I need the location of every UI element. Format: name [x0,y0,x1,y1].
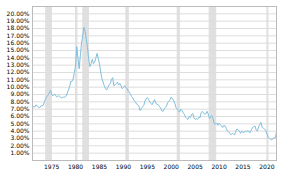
svg-text:2.00%: 2.00% [10,142,29,149]
svg-text:2000: 2000 [164,163,179,170]
svg-text:10.00%: 10.00% [7,83,30,90]
svg-text:1.00%: 1.00% [10,149,29,156]
svg-text:20.00%: 20.00% [7,10,30,17]
svg-text:1985: 1985 [92,163,107,170]
svg-text:6.00%: 6.00% [10,112,29,119]
svg-text:19.00%: 19.00% [7,17,30,24]
svg-text:17.00%: 17.00% [7,32,30,39]
svg-text:2015: 2015 [235,163,250,170]
svg-text:8.00%: 8.00% [10,98,29,105]
svg-text:13.00%: 13.00% [7,61,30,68]
svg-text:15.00%: 15.00% [7,46,30,53]
svg-text:2005: 2005 [188,163,203,170]
svg-text:2010: 2010 [211,163,226,170]
svg-text:1990: 1990 [116,163,131,170]
svg-text:1980: 1980 [68,163,83,170]
svg-text:9.00%: 9.00% [10,90,29,97]
svg-text:2020: 2020 [259,163,274,170]
svg-text:5.00%: 5.00% [10,120,29,127]
svg-text:1975: 1975 [44,163,59,170]
svg-text:14.00%: 14.00% [7,54,30,61]
svg-text:18.00%: 18.00% [7,24,30,31]
svg-text:11.00%: 11.00% [7,76,30,83]
svg-text:1995: 1995 [140,163,155,170]
svg-text:16.00%: 16.00% [7,39,30,46]
svg-text:12.00%: 12.00% [7,68,30,75]
svg-text:7.00%: 7.00% [10,105,29,112]
svg-text:3.00%: 3.00% [10,134,29,141]
svg-text:4.00%: 4.00% [10,127,29,134]
